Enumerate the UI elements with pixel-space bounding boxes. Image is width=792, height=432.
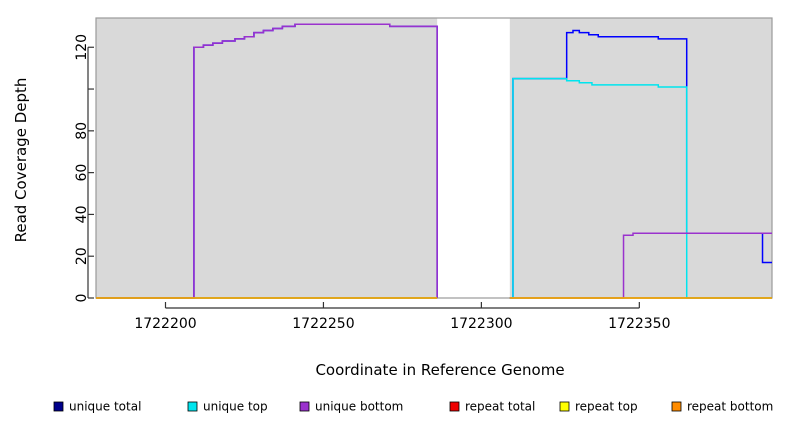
y-axis-group: 0 20 40 60 80 120 (74, 34, 94, 303)
y-axis-tick-label: 0 (74, 294, 90, 303)
y-axis-tick-label: 60 (74, 164, 90, 182)
legend-group: unique total unique top unique bottom repea… (53, 400, 773, 414)
y-axis-tick-label: 80 (74, 122, 90, 140)
series-line-unique-top (509, 77, 772, 299)
no-data-gap-region (437, 18, 510, 298)
x-axis-tick-label: 1722250 (292, 316, 354, 332)
legend-label-unique-top: unique top (203, 400, 268, 414)
series-line-unique-bottom (96, 23, 438, 299)
plot-background-group (96, 18, 772, 298)
x-axis-tick-label: 1722350 (608, 316, 670, 332)
legend-swatch-repeat-bottom (671, 401, 682, 412)
legend-label-unique-total: unique total (69, 400, 141, 414)
axis-titles-group: Read Coverage Depth Coordinate in Refere… (12, 78, 565, 379)
plot-background (96, 18, 772, 298)
y-axis-title: Read Coverage Depth (12, 78, 30, 243)
legend-label-unique-bottom: unique bottom (315, 400, 403, 414)
legend-label-repeat-total: repeat total (465, 400, 535, 414)
legend-label-repeat-top: repeat top (575, 400, 638, 414)
legend-label-repeat-bottom: repeat bottom (687, 400, 773, 414)
legend-swatch-repeat-total (449, 401, 460, 412)
y-axis-tick-label: 120 (74, 34, 90, 61)
legend-swatch-repeat-top (559, 401, 570, 412)
x-axis-tick-label: 1722300 (450, 316, 512, 332)
y-axis-tick-label: 20 (74, 247, 90, 265)
series-group (96, 23, 772, 299)
x-axis-tick-label: 1722200 (134, 316, 196, 332)
legend-swatch-unique-top (187, 401, 198, 412)
x-axis-group: 1722200 1722250 1722300 1722350 (134, 302, 671, 332)
legend-swatch-unique-bottom (299, 401, 310, 412)
x-axis-title: Coordinate in Reference Genome (315, 361, 564, 379)
y-axis-tick-label: 40 (74, 206, 90, 224)
legend-swatch-unique-total (53, 401, 64, 412)
